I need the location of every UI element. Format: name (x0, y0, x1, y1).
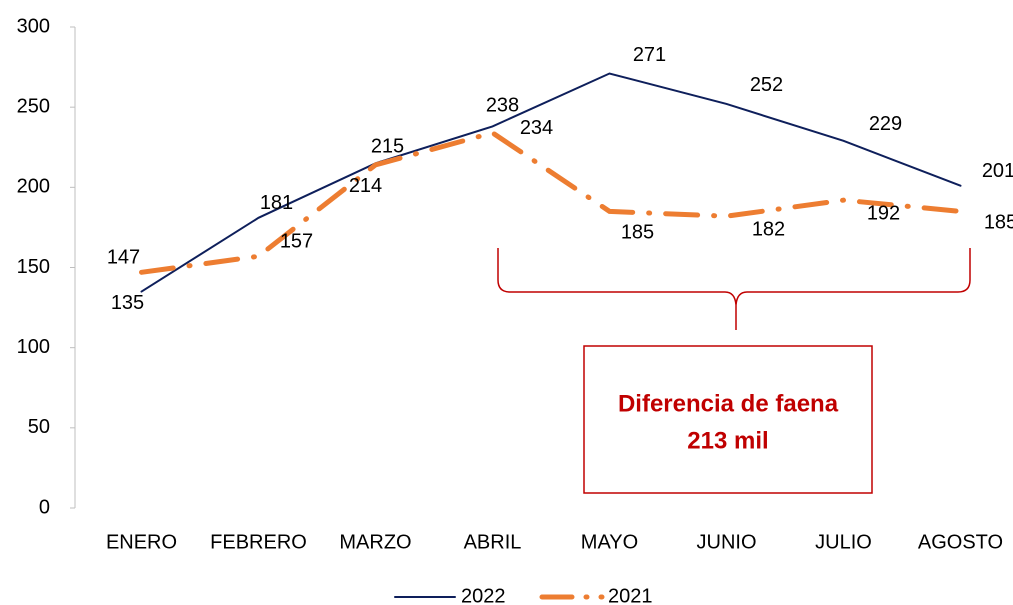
annotation-text: 213 mil (687, 427, 768, 454)
data-label: 192 (867, 202, 900, 224)
data-label: 234 (520, 117, 553, 139)
y-tick-label: 250 (17, 95, 50, 117)
data-label: 271 (633, 44, 666, 66)
y-tick-label: 50 (28, 416, 50, 438)
data-label: 185 (984, 212, 1013, 234)
data-label: 135 (111, 292, 144, 314)
annotation-text: Diferencia de faena (618, 390, 839, 417)
data-label: 182 (752, 218, 785, 240)
x-tick-label: JULIO (815, 531, 872, 553)
y-tick-label: 150 (17, 256, 50, 278)
data-label: 252 (750, 74, 783, 96)
x-tick-label: MAYO (581, 531, 638, 553)
data-label: 215 (371, 136, 404, 158)
data-label: 185 (621, 222, 654, 244)
bracket (497, 248, 971, 330)
data-label: 238 (486, 95, 519, 117)
annotation-box (583, 345, 873, 494)
x-tick-label: ENERO (106, 531, 177, 553)
x-tick-label: MARZO (339, 531, 411, 553)
y-tick-label: 0 (39, 496, 50, 518)
data-label: 147 (107, 247, 140, 269)
data-label: 181 (260, 192, 293, 214)
legend-label: 2022 (461, 585, 506, 605)
x-tick-label: ABRIL (464, 531, 522, 553)
x-tick-label: AGOSTO (918, 531, 1003, 553)
data-label: 201 (982, 160, 1013, 182)
series-line (139, 130, 963, 275)
data-label: 229 (869, 113, 902, 135)
y-tick-label: 200 (17, 176, 50, 198)
x-tick-label: JUNIO (697, 531, 757, 553)
x-tick-label: FEBRERO (210, 531, 307, 553)
series-line (140, 72, 962, 293)
legend-label: 2021 (608, 585, 653, 605)
y-tick-label: 300 (17, 15, 50, 37)
y-tick-label: 100 (17, 336, 50, 358)
data-label: 157 (280, 231, 313, 253)
data-label: 214 (349, 175, 382, 197)
